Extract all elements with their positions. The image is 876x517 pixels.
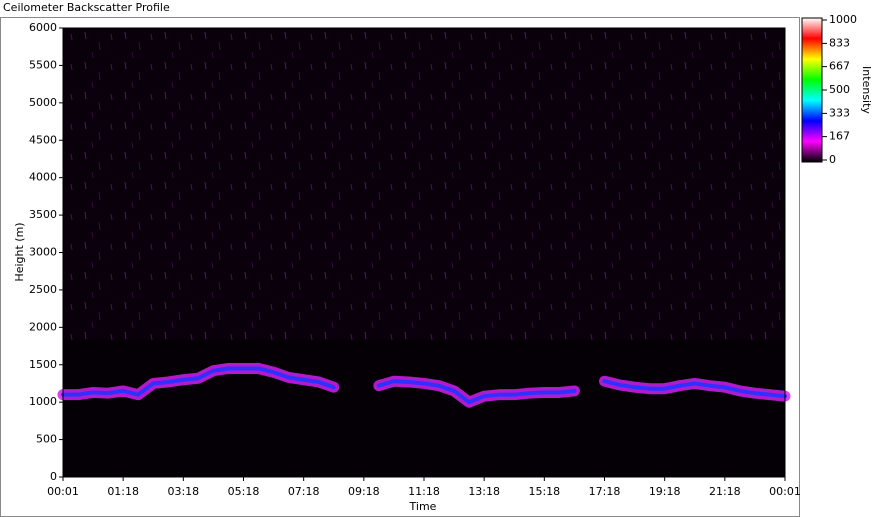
y-tick-label: 3000 — [29, 246, 57, 259]
layer-line — [61, 366, 787, 405]
x-tick-label: 00:01 — [47, 485, 79, 498]
x-tick-label: 17:18 — [589, 485, 621, 498]
y-tick-label: 1500 — [29, 358, 57, 371]
plot-border — [62, 27, 786, 478]
y-tick-label: 4000 — [29, 171, 57, 184]
colorbar-tick-label: 667 — [829, 60, 850, 73]
colorbar-label: Intensity — [860, 66, 873, 114]
x-tick-label: 05:18 — [228, 485, 260, 498]
colorbar-tick-label: 500 — [829, 83, 850, 96]
x-tick-label: 00:01 — [769, 485, 801, 498]
x-tick-label: 19:18 — [649, 485, 681, 498]
x-tick-label: 09:18 — [348, 485, 380, 498]
y-tick-label: 3500 — [29, 208, 57, 221]
colorbar-tick-label: 333 — [829, 106, 850, 119]
colorbar — [801, 17, 823, 163]
y-tick-label: 1000 — [29, 395, 57, 408]
x-tick-label: 11:18 — [408, 485, 440, 498]
x-axis-label: Time — [409, 500, 437, 513]
lower-band — [63, 340, 785, 477]
y-tick-label: 2000 — [29, 320, 57, 333]
x-tick-label: 01:18 — [107, 485, 139, 498]
colorbar-tick-label: 1000 — [829, 13, 857, 26]
x-tick-label: 21:18 — [709, 485, 741, 498]
chart-title: Ceilometer Backscatter Profile — [3, 1, 170, 14]
colorbar-tick-label: 0 — [829, 153, 836, 166]
colorbar-tick-label: 167 — [829, 130, 850, 143]
x-tick-label: 07:18 — [288, 485, 320, 498]
colorbar-tick-label: 833 — [829, 36, 850, 49]
x-tick-label: 13:18 — [468, 485, 500, 498]
y-tick-label: 0 — [50, 470, 57, 483]
x-tick-label: 03:18 — [167, 485, 199, 498]
y-axis-label: Height (m) — [13, 222, 26, 281]
y-tick-label: 2500 — [29, 283, 57, 296]
y-tick-label: 5000 — [29, 96, 57, 109]
y-tick-label: 6000 — [29, 21, 57, 34]
y-tick-label: 5500 — [29, 58, 57, 71]
y-tick-label: 4500 — [29, 133, 57, 146]
x-tick-label: 15:18 — [528, 485, 560, 498]
y-tick-label: 500 — [36, 433, 57, 446]
